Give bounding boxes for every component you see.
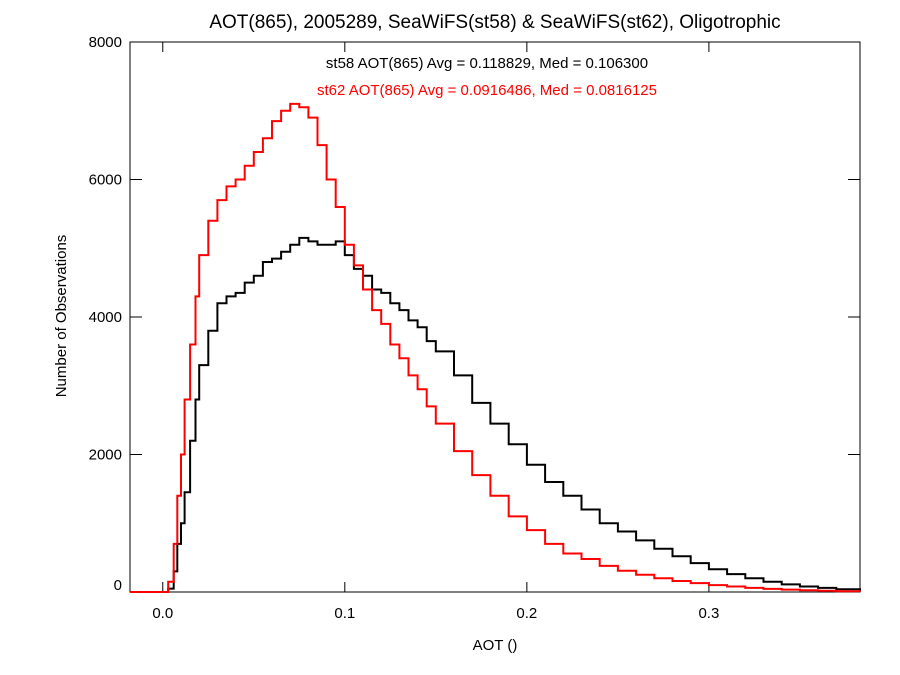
y-tick-label: 2000 <box>89 447 122 464</box>
y-tick-label: 4000 <box>89 309 122 326</box>
axis-ticks: 0.0 0.1 0.2 0.3 0 2000 4000 6000 8000 <box>89 34 860 622</box>
plot-frame <box>129 41 861 593</box>
series-line-1 <box>130 102 861 593</box>
annotation-st62: st62 AOT(865) Avg = 0.0916486, Med = 0.0… <box>317 82 657 99</box>
y-axis-label: Number of Observations <box>53 235 70 398</box>
x-tick-label: 0.0 <box>152 605 173 622</box>
x-tick-label: 0.1 <box>334 605 355 622</box>
y-tick-label: 6000 <box>89 172 122 189</box>
y-tick-label: 8000 <box>89 34 122 51</box>
series-layer <box>130 102 861 593</box>
annotation-st58: st58 AOT(865) Avg = 0.118829, Med = 0.10… <box>326 55 648 72</box>
x-tick-label: 0.2 <box>516 605 537 622</box>
chart-title: AOT(865), 2005289, SeaWiFS(st58) & SeaWi… <box>209 12 780 33</box>
y-tick-label: 0 <box>114 577 122 594</box>
series-line-0 <box>130 236 861 593</box>
x-tick-label: 0.3 <box>698 605 719 622</box>
x-axis-label: AOT () <box>473 637 518 654</box>
